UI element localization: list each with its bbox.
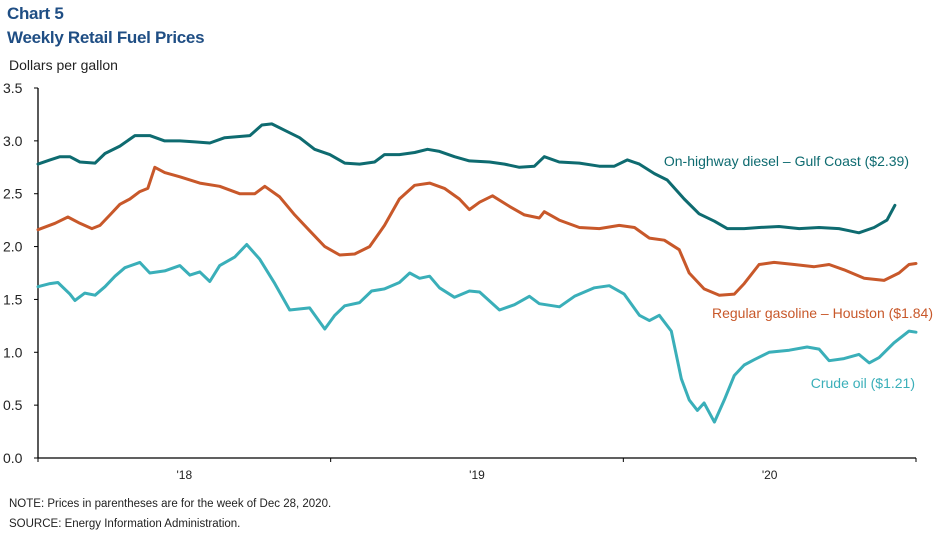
crude-oil-label: Crude oil ($1.21) (811, 375, 915, 391)
series-lines (36, 122, 918, 424)
gasoline-label: Regular gasoline – Houston ($1.84) (712, 305, 933, 321)
chart-number: Chart 5 (7, 4, 64, 23)
y-axis-ticks: 0.0 0.5 1.0 1.5 2.0 2.5 3.0 3.5 (3, 80, 38, 466)
y-tick-label: 1.0 (3, 344, 23, 360)
y-tick-label: 3.5 (3, 80, 23, 96)
gasoline-line (36, 165, 918, 297)
y-tick-label: 3.0 (3, 133, 23, 149)
y-tick-label: 2.0 (3, 239, 23, 255)
diesel-label: On-highway diesel – Gulf Coast ($2.39) (664, 153, 909, 169)
diesel-line (36, 122, 897, 235)
y-axis-label: Dollars per gallon (9, 57, 118, 73)
x-tick-label: '20 (762, 468, 778, 482)
x-axis-ticks: '18 '19 '20 (37, 458, 917, 482)
footnote: NOTE: Prices in parentheses are for the … (9, 498, 332, 510)
y-tick-label: 0.0 (3, 450, 23, 466)
x-tick-label: '19 (469, 468, 485, 482)
source-note: SOURCE: Energy Information Administratio… (9, 518, 241, 530)
crude-oil-line (36, 243, 918, 424)
series-labels: On-highway diesel – Gulf Coast ($2.39) Re… (664, 153, 933, 391)
axes (37, 88, 916, 459)
y-tick-label: 0.5 (3, 397, 23, 413)
y-tick-label: 2.5 (3, 186, 23, 202)
y-tick-label: 1.5 (3, 291, 23, 307)
chart-title: Weekly Retail Fuel Prices (7, 28, 205, 47)
x-tick-label: '18 (177, 468, 193, 482)
